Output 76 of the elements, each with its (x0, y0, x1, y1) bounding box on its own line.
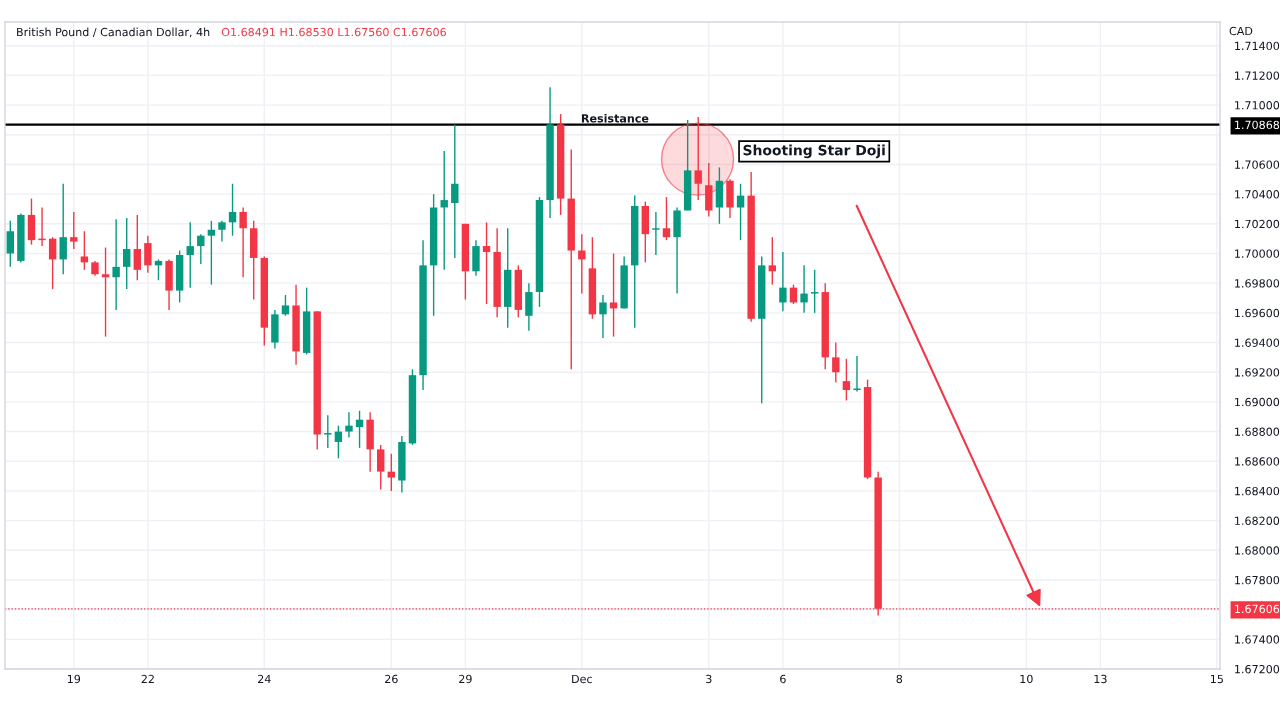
y-tick-label: 1.67400 (1235, 635, 1280, 644)
candlestick (768, 236, 777, 286)
candlestick (842, 358, 851, 402)
y-tick-label: 1.71400 (1235, 41, 1280, 51)
candlestick (525, 282, 533, 332)
y-tick-label: 1.70400 (1235, 190, 1280, 199)
y-tick-label: 1.68600 (1235, 457, 1280, 466)
candlestick (578, 233, 586, 295)
candlestick (207, 220, 216, 286)
y-tick-label: 1.71200 (1235, 71, 1280, 80)
y-tick-label: 1.67800 (1235, 575, 1280, 585)
y-tick-label: 1.69800 (1235, 279, 1280, 288)
candlestick (334, 424, 343, 459)
candlestick (662, 196, 671, 241)
y-tick-label: 1.69000 (1235, 397, 1280, 407)
y-tick-label: 1.70868 (1235, 120, 1280, 130)
y-tick-label: 1.70000 (1235, 249, 1280, 258)
candlestick (80, 230, 89, 271)
candlestick (228, 183, 237, 237)
candlestick (377, 444, 385, 491)
candlestick (345, 411, 353, 439)
x-tick-label: 19 (67, 674, 81, 684)
candlestick (70, 211, 78, 250)
candlestick (59, 183, 67, 275)
candlestick (779, 251, 787, 313)
x-tick-label: 13 (1094, 674, 1107, 684)
x-tick-label: 10 (1020, 674, 1033, 684)
candlestick (800, 264, 808, 314)
y-tick-label: 1.69400 (1235, 338, 1280, 347)
candlestick (48, 236, 57, 290)
candlestick (609, 252, 618, 338)
candlestick (112, 218, 120, 311)
candlestick (482, 221, 491, 305)
candlestick (186, 221, 194, 289)
x-tick-label: 24 (258, 674, 271, 683)
x-tick-label: 8 (896, 674, 903, 684)
x-tick-label: Dec (572, 674, 592, 684)
y-tick-label: 1.70600 (1235, 160, 1280, 169)
y-tick-label: 1.67200 (1235, 664, 1280, 674)
y-tick-label: 1.68400 (1235, 486, 1280, 496)
y-tick-label: 1.70200 (1235, 219, 1280, 229)
y-tick-label: 1.69600 (1235, 308, 1280, 318)
y-tick-label: 1.68200 (1235, 516, 1280, 525)
chart-subtitle: O1.68491 H1.68530 L1.67560 C1.67606 (221, 27, 446, 37)
y-tick-label: 1.69200 (1235, 368, 1280, 377)
candlestick (810, 269, 819, 314)
y-tick-label: 1.71000 (1235, 101, 1280, 110)
candlestick (832, 341, 840, 384)
candlestick (652, 211, 660, 256)
y-tick-label: 1.68000 (1235, 546, 1280, 555)
candlestick (239, 206, 247, 278)
y-axis-title: CAD (1229, 26, 1253, 36)
x-tick-label: 6 (780, 674, 786, 684)
candlestick (144, 234, 152, 274)
candlestick (123, 217, 131, 290)
candlestick (599, 294, 607, 339)
annotation: Shooting Star Doji (743, 144, 885, 159)
ref-line-label: Resistance (581, 113, 649, 123)
x-tick-label: 22 (141, 674, 154, 683)
chart-title: British Pound / Canadian Dollar, 4h (17, 27, 210, 38)
x-tick-label: 3 (706, 674, 712, 684)
x-tick-label: 15 (1210, 674, 1223, 684)
candlestick (197, 233, 205, 265)
y-tick-label: 1.68800 (1235, 427, 1280, 436)
candlestick (324, 414, 332, 449)
candlestick (133, 214, 141, 281)
x-tick-label: 26 (385, 674, 398, 684)
candlestick (451, 123, 459, 259)
y-tick-label: 1.67606 (1235, 604, 1280, 614)
candlestick (694, 116, 702, 201)
candlestick (387, 453, 396, 492)
candlestick (101, 246, 110, 338)
x-tick-label: 29 (459, 674, 472, 684)
candlestick (218, 220, 226, 243)
candlestick (281, 294, 290, 317)
candlestick (6, 220, 14, 268)
